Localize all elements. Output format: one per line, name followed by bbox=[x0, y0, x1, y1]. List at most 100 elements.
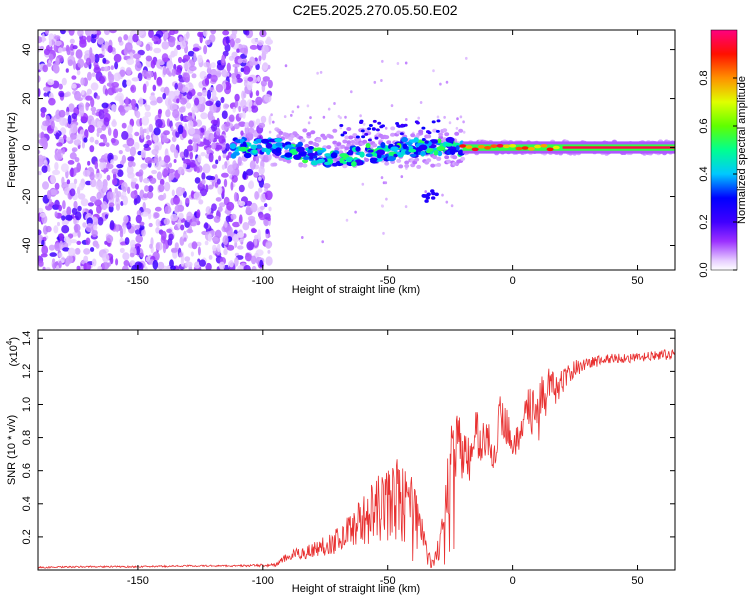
heatmap-cell bbox=[258, 55, 262, 62]
heatmap-cell bbox=[224, 121, 231, 127]
heatmap-cell bbox=[63, 236, 70, 243]
colorbar-label: Normalized spectral amplitude bbox=[736, 76, 748, 224]
heatmap-cell bbox=[214, 144, 223, 150]
heatmap-cell bbox=[118, 104, 125, 112]
heatmap-cell bbox=[72, 45, 78, 50]
heatmap-cell bbox=[145, 134, 151, 140]
heatmap-cell bbox=[222, 82, 227, 90]
heatmap-cell bbox=[126, 186, 131, 194]
heatmap-cell bbox=[249, 44, 258, 50]
heatmap-cell bbox=[85, 237, 91, 246]
heatmap-cell bbox=[365, 153, 373, 158]
top-xlabel: Height of straight line (km) bbox=[292, 284, 420, 296]
heatmap-cell bbox=[136, 40, 142, 46]
heatmap-cell bbox=[48, 244, 56, 251]
heatmap-cell bbox=[240, 44, 247, 49]
heatmap-cell bbox=[390, 146, 399, 152]
heatmap-cell bbox=[186, 102, 192, 109]
heatmap-cell bbox=[252, 155, 257, 162]
heatmap-cell bbox=[144, 111, 152, 118]
heatmap-cell bbox=[182, 234, 189, 240]
heatmap-cell bbox=[109, 220, 115, 231]
heatmap-cell bbox=[267, 79, 273, 89]
heatmap-cell bbox=[76, 70, 81, 76]
heatmap-cell bbox=[157, 261, 165, 270]
heatmap-cell bbox=[164, 205, 172, 214]
heatmap-cell bbox=[50, 120, 55, 130]
heatmap-cell bbox=[115, 192, 120, 203]
heatmap-cell bbox=[270, 113, 273, 117]
heatmap-cell bbox=[348, 135, 354, 140]
heatmap-cell bbox=[409, 153, 417, 157]
heatmap-cell bbox=[301, 236, 304, 239]
top-axes: -150 -100 -50 0 50 -40 -20 0 20 40 bbox=[21, 30, 675, 287]
colorbar-tick-label: 0.8 bbox=[698, 70, 710, 85]
heatmap-cell bbox=[69, 38, 75, 44]
heatmap-cell bbox=[75, 49, 83, 59]
heatmap-cell bbox=[465, 145, 473, 149]
heatmap-cell bbox=[204, 77, 210, 86]
heatmap-cell bbox=[73, 223, 81, 232]
heatmap-cell bbox=[298, 163, 304, 168]
heatmap-cell bbox=[222, 103, 229, 110]
heatmap-cell bbox=[302, 159, 309, 164]
heatmap-cell bbox=[145, 43, 151, 52]
heatmap-cell bbox=[236, 48, 240, 53]
heatmap-cell bbox=[66, 206, 72, 216]
heatmap-cell bbox=[211, 123, 218, 132]
heatmap-cell bbox=[232, 63, 240, 68]
heatmap-cell bbox=[356, 137, 362, 142]
heatmap-cell bbox=[96, 95, 100, 100]
heatmap-cell bbox=[200, 127, 205, 133]
heatmap-cell bbox=[367, 149, 374, 153]
heatmap-cell bbox=[170, 265, 176, 270]
heatmap-cell bbox=[231, 175, 238, 183]
heatmap-cell bbox=[242, 170, 247, 180]
heatmap-cell bbox=[104, 214, 109, 219]
heatmap-cell bbox=[400, 175, 404, 179]
top-xtick-label: 50 bbox=[631, 275, 643, 287]
heatmap-cell bbox=[41, 165, 48, 173]
heatmap-cell bbox=[459, 115, 463, 119]
heatmap-cell bbox=[126, 58, 135, 65]
heatmap-cell bbox=[238, 184, 245, 193]
heatmap-cell bbox=[96, 204, 102, 214]
heatmap-cell bbox=[205, 262, 212, 270]
heatmap-cell bbox=[405, 118, 408, 121]
heatmap-cell bbox=[218, 261, 225, 270]
heatmap-cell bbox=[266, 36, 272, 45]
heatmap-cell bbox=[73, 178, 78, 185]
heatmap-cell bbox=[515, 146, 523, 151]
heatmap-cell bbox=[212, 244, 217, 252]
heatmap-cell bbox=[404, 160, 410, 165]
heatmap-cell bbox=[233, 191, 238, 202]
heatmap-cell bbox=[222, 71, 230, 78]
bottom-ytick-label: 0.6 bbox=[21, 463, 33, 478]
heatmap-cell bbox=[306, 104, 310, 108]
heatmap-cell bbox=[57, 149, 64, 154]
heatmap-cell bbox=[339, 157, 345, 164]
heatmap-cell bbox=[138, 97, 144, 107]
heatmap-cell bbox=[445, 200, 449, 204]
heatmap-cell bbox=[186, 145, 194, 152]
heatmap-cell bbox=[81, 89, 85, 96]
heatmap-cell bbox=[69, 152, 77, 160]
heatmap-cell bbox=[369, 157, 378, 162]
heatmap-cell bbox=[53, 225, 59, 234]
heatmap-cell bbox=[222, 30, 230, 36]
heatmap-cell bbox=[76, 265, 81, 270]
heatmap-cell bbox=[136, 245, 140, 256]
heatmap-cell bbox=[258, 187, 263, 193]
heatmap-cell bbox=[384, 148, 391, 152]
heatmap-cell bbox=[204, 240, 209, 246]
heatmap-cell bbox=[286, 159, 292, 164]
heatmap-cell bbox=[421, 126, 426, 130]
heatmap-cell bbox=[151, 36, 160, 42]
heatmap-cell bbox=[135, 234, 143, 243]
heatmap-cell bbox=[41, 245, 49, 255]
heatmap-cell bbox=[55, 265, 60, 270]
heatmap-cell bbox=[102, 185, 108, 193]
heatmap-cell bbox=[38, 75, 41, 83]
heatmap-cell bbox=[448, 121, 452, 125]
heatmap-cell bbox=[462, 120, 465, 124]
